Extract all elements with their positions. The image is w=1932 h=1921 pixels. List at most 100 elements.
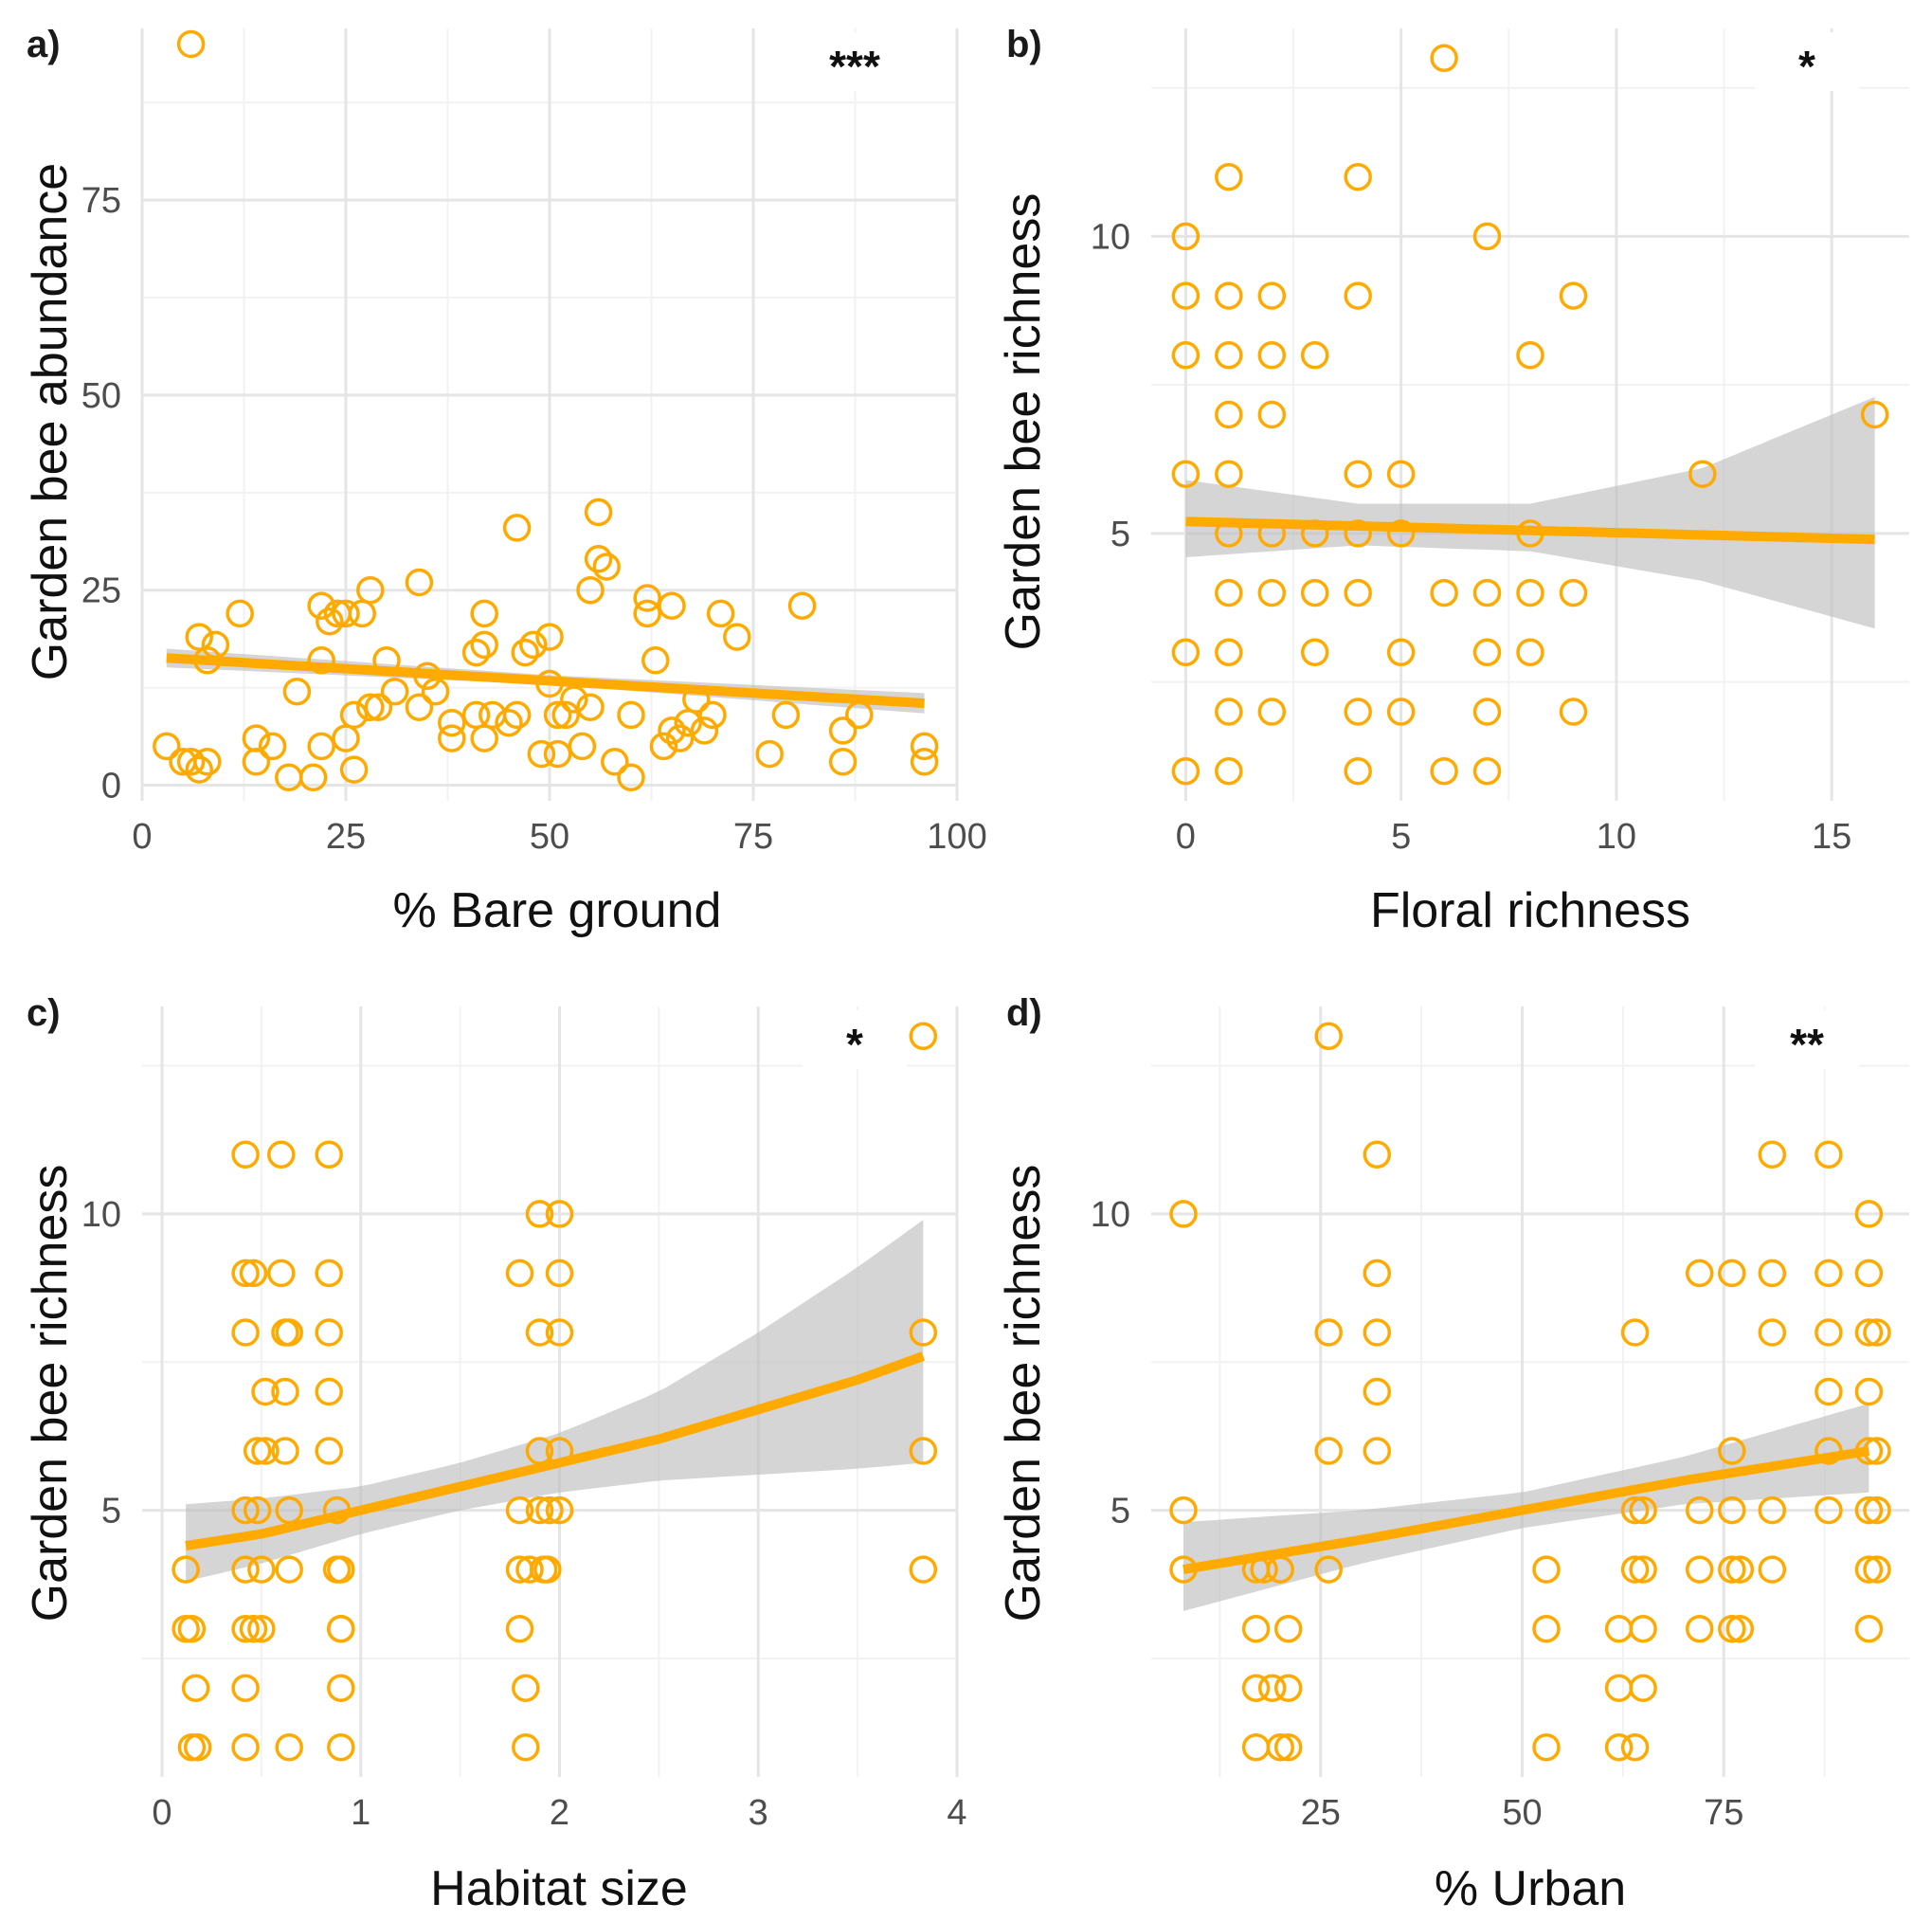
panel-b-letter: b) — [1006, 24, 1042, 65]
panel-c-data-point — [505, 1259, 534, 1288]
panel-c-data-point — [545, 1259, 574, 1288]
panel-a-data-point — [519, 630, 548, 660]
panel-a-data-point — [470, 599, 498, 628]
panel-d-data-point — [1241, 1614, 1271, 1643]
panel-b-data-point — [1559, 698, 1588, 726]
panel-c-data-point — [243, 1437, 272, 1465]
panel-c-x-tick-label: 2 — [550, 1793, 569, 1833]
panel-a-data-point — [828, 748, 858, 776]
panel-a-data-point — [633, 599, 661, 628]
panel-a-data-point — [649, 732, 678, 761]
panel-c-data-point — [231, 1259, 260, 1288]
panel-a-data-point — [543, 700, 572, 730]
panel-b-data-point — [1472, 756, 1502, 786]
panel-b-data-point — [1171, 222, 1201, 251]
panel-b-data-point — [1386, 698, 1416, 726]
panel-a-data-point — [690, 716, 719, 745]
panel-b-data-point — [1300, 638, 1329, 667]
panel-c-data-point — [525, 1495, 554, 1525]
panel-d-data-point — [1314, 1022, 1343, 1051]
panel-b-data-point — [1171, 341, 1201, 370]
panel-d-data-point — [1532, 1614, 1561, 1643]
panel-d-data-point — [1169, 1200, 1198, 1228]
panel-a-x-tick-label: 50 — [530, 817, 569, 857]
panel-c-data-point — [239, 1259, 268, 1288]
panel-a-data-point — [535, 623, 564, 651]
panel-a-data-point — [658, 591, 686, 620]
panel-b-data-point — [1516, 341, 1544, 370]
panel-b-data-point — [1860, 400, 1889, 429]
panel-a-data-point — [421, 677, 450, 706]
panel-a-data-point — [502, 514, 532, 542]
panel-b-data-point — [1215, 698, 1243, 726]
panel-a-data-point — [543, 739, 572, 769]
panel-d-significance-background — [1755, 1010, 1859, 1069]
panel-a-y-tick-label: 75 — [81, 181, 121, 221]
panel-c-fit-line — [185, 1351, 925, 1551]
panel-a-data-point — [438, 708, 466, 737]
panel-c-data-point — [177, 1614, 207, 1643]
panel-b-data-point — [1257, 400, 1287, 429]
panel-b-x-tick-label: 10 — [1597, 817, 1636, 857]
panel-a-data-point — [242, 748, 271, 776]
panel-b-data-point — [1215, 578, 1243, 607]
panel-a-data-point — [380, 677, 409, 706]
panel-b-y-tick-label: 10 — [1091, 217, 1130, 257]
panel-a-data-point — [633, 584, 661, 612]
panel-c-data-point — [505, 1495, 534, 1525]
panel-d-data-point — [1620, 1555, 1650, 1584]
panel-d-y-axis-title: Garden bee richness — [996, 1165, 1051, 1622]
panel-d-x-tick-label: 75 — [1704, 1793, 1743, 1833]
panel-b-x-tick-label: 15 — [1812, 817, 1851, 857]
panel-a-data-point — [438, 724, 466, 752]
panel-c-data-point — [909, 1437, 938, 1465]
panel-a-x-axis-title: % Bare ground — [393, 883, 722, 938]
panel-d-data-point — [1314, 1555, 1343, 1584]
panel-b-data-point — [1257, 698, 1287, 726]
panel-d-x-tick-label: 50 — [1502, 1793, 1542, 1833]
panel-a-data-point — [356, 693, 385, 721]
panel-a-data-point — [153, 732, 181, 761]
panel-a: a) 0 25 50 75 100 0 25 50 75 *** % Bare ground Ga… — [23, 24, 987, 938]
panel-d-data-point — [1266, 1732, 1294, 1762]
panel-c-letter: c) — [27, 992, 61, 1034]
panel-d-data-point — [1863, 1555, 1891, 1584]
panel-c-data-point — [545, 1318, 574, 1347]
panel-a-data-point — [641, 646, 670, 675]
panel-b-fit-line — [1185, 516, 1875, 545]
panel-d-data-point — [1620, 1495, 1650, 1525]
panel-a-data-point — [176, 748, 206, 776]
panel-a-data-point — [307, 591, 335, 620]
panel-c-data-point — [327, 1674, 355, 1702]
panel-b-data-point — [1215, 162, 1243, 191]
panel-d-data-point — [1758, 1318, 1787, 1347]
panel-d-x-tick-label: 25 — [1301, 1793, 1341, 1833]
panel-b: b) 0 5 10 15 5 10 * Floral richness Garden bee… — [996, 24, 1909, 938]
panel-a-data-point — [584, 498, 613, 527]
panel-b-data-point — [1430, 756, 1458, 786]
panel-b-significance-label: * — [1798, 42, 1815, 91]
panel-c-data-point — [545, 1200, 574, 1228]
panel-a-data-point — [617, 763, 645, 792]
panel-c-data-point — [181, 1674, 210, 1702]
panel-d-data-point — [1604, 1732, 1634, 1762]
panel-d-data-point — [1629, 1555, 1657, 1584]
panel-d-data-point — [1169, 1495, 1198, 1525]
panel-c-data-point — [545, 1495, 574, 1525]
panel-b-data-point — [1257, 341, 1287, 370]
panel-d-data-point — [1685, 1495, 1714, 1525]
panel-c-x-tick-label: 0 — [152, 1793, 172, 1833]
panel-a-x-tick-label: 0 — [132, 817, 152, 857]
panel-c-data-point — [515, 1555, 544, 1584]
panel-b-data-point — [1171, 281, 1201, 310]
panel-a-letter: a) — [27, 24, 61, 65]
panel-c-x-tick-label: 1 — [351, 1793, 370, 1833]
panel-d-y-tick-label: 10 — [1091, 1195, 1130, 1235]
panel-a-data-point — [576, 693, 605, 721]
panel-d-data-point — [1854, 1259, 1884, 1288]
panel-c-data-point — [239, 1614, 268, 1643]
panel-d-data-point — [1241, 1732, 1271, 1762]
panel-a-data-point — [316, 607, 344, 636]
panel-d-data-point — [1620, 1732, 1650, 1762]
panel-d-data-point — [1363, 1318, 1392, 1347]
